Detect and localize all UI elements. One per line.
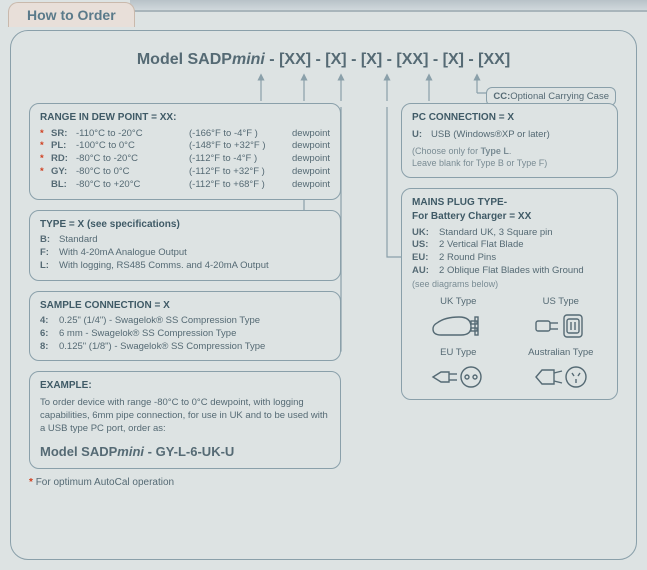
- sample-heading: SAMPLE CONNECTION = X: [40, 299, 330, 313]
- pc-connection-box: PC CONNECTION = X U:USB (Windows®XP or l…: [401, 103, 618, 178]
- plug-uk-icon: [431, 311, 485, 341]
- plug-us-icon: [534, 311, 588, 341]
- plug-au-cell: Australian Type: [515, 347, 607, 392]
- mains-plug-box: MAINS PLUG TYPE- For Battery Charger = X…: [401, 188, 618, 400]
- example-model-rest: - GY-L-6-UK-U: [144, 444, 234, 459]
- pc-heading: PC CONNECTION = X: [412, 111, 607, 125]
- top-decor-bar: [130, 0, 647, 12]
- tab-how-to-order: How to Order: [8, 2, 135, 27]
- plug-row: US:2 Vertical Flat Blade: [412, 239, 607, 252]
- plug-eu-cell: EU Type: [412, 347, 504, 392]
- cc-label: CC:: [493, 91, 510, 102]
- pc-note: (Choose only for Type L. Leave blank for…: [412, 145, 607, 169]
- example-heading: EXAMPLE:: [40, 379, 330, 393]
- type-row: B:Standard: [40, 234, 330, 247]
- plug-diagram-grid: UK Type US Type: [412, 296, 607, 392]
- sample-row: 4:0.25" (1/4") - Swagelok® SS Compressio…: [40, 315, 330, 328]
- range-row: *SR:-110°C to -20°C(-166°F to -4°F )dewp…: [40, 128, 330, 141]
- type-row: F:With 4-20mA Analogue Output: [40, 247, 330, 260]
- range-box: RANGE IN DEW POINT = XX: *SR:-110°C to -…: [29, 103, 341, 200]
- example-body: To order device with range -80°C to 0°C …: [40, 397, 330, 435]
- type-row: L:With logging, RS485 Comms. and 4-20mA …: [40, 260, 330, 273]
- plug-heading1: MAINS PLUG TYPE-: [412, 196, 607, 210]
- sample-row: 6:6 mm - Swagelok® SS Compression Type: [40, 328, 330, 341]
- range-row: *RD:-80°C to -20°C(-112°F to -4°F )dewpo…: [40, 153, 330, 166]
- plug-eu-icon: [431, 362, 485, 392]
- model-prefix: Model SADP: [137, 51, 232, 68]
- star-icon: *: [29, 477, 33, 488]
- plug-row: UK:Standard UK, 3 Square pin: [412, 227, 607, 240]
- model-pattern: - [XX] - [X] - [X] - [XX] - [X] - [XX]: [265, 51, 510, 68]
- plug-au-icon: [534, 362, 588, 392]
- range-row: BL:-80°C to +20°C(-112°F to +68°F )dewpo…: [40, 179, 330, 192]
- plug-us-cell: US Type: [515, 296, 607, 341]
- plug-see-note: (see diagrams below): [412, 278, 607, 290]
- type-box: TYPE = X (see specifications) B:Standard…: [29, 210, 341, 281]
- plug-us-label: US Type: [543, 296, 579, 307]
- plug-uk-label: UK Type: [440, 296, 476, 307]
- plug-row: AU:2 Oblique Flat Blades with Ground: [412, 265, 607, 278]
- sample-box: SAMPLE CONNECTION = X 4:0.25" (1/4") - S…: [29, 291, 341, 362]
- model-mini: mini: [232, 51, 265, 68]
- cc-text: Optional Carrying Case: [510, 91, 609, 102]
- example-box: EXAMPLE: To order device with range -80°…: [29, 371, 341, 468]
- range-heading: RANGE IN DEW POINT = XX:: [40, 111, 330, 125]
- example-model-italic: mini: [117, 444, 144, 459]
- sample-row: 8:0.125" (1/8") - Swagelok® SS Compressi…: [40, 341, 330, 354]
- range-row: *GY:-80°C to 0°C(-112°F to +32°F )dewpoi…: [40, 166, 330, 179]
- model-pattern-line: Model SADPmini - [XX] - [X] - [X] - [XX]…: [29, 51, 618, 69]
- autocal-footnote: * For optimum AutoCal operation: [29, 477, 618, 488]
- range-row: *PL:-100°C to 0°C(-148°F to +32°F )dewpo…: [40, 140, 330, 153]
- example-model: Model SADPmini - GY-L-6-UK-U: [40, 443, 330, 461]
- example-model-prefix: Model SADP: [40, 444, 117, 459]
- plug-au-label: Australian Type: [528, 347, 593, 358]
- arrow-row: CC:Optional Carrying Case: [29, 73, 618, 101]
- order-panel: Model SADPmini - [XX] - [X] - [X] - [XX]…: [10, 30, 637, 560]
- plug-heading2: For Battery Charger = XX: [412, 210, 607, 224]
- plug-row: EU:2 Round Pins: [412, 252, 607, 265]
- footnote-text: For optimum AutoCal operation: [36, 477, 174, 488]
- plug-eu-label: EU Type: [440, 347, 476, 358]
- type-heading: TYPE = X (see specifications): [40, 218, 330, 232]
- pc-row: U:USB (Windows®XP or later): [412, 129, 607, 142]
- plug-uk-cell: UK Type: [412, 296, 504, 341]
